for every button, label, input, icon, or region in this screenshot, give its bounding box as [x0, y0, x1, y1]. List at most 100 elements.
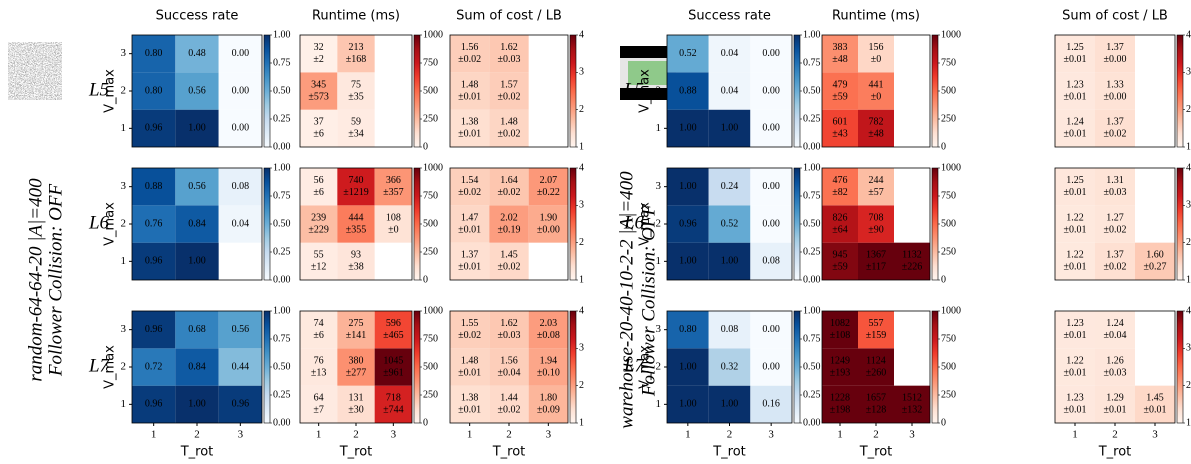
colorbar [794, 168, 800, 280]
cell-error: ±48 [868, 129, 884, 140]
cell-value: 1.57 [500, 79, 518, 90]
cell-value: 1.80 [540, 393, 558, 404]
cell-error: ±0.22 [537, 187, 560, 198]
cell-value: 1.00 [679, 123, 697, 134]
cell-value: 1045 [383, 355, 403, 366]
colorbar [414, 168, 420, 280]
cell-error: ±260 [866, 367, 887, 378]
colorbar-tick-label: 0 [941, 141, 946, 152]
x-tick-label: 2 [506, 429, 512, 441]
cell-error: ±0.03 [498, 330, 521, 341]
cell-value: 0.08 [721, 324, 739, 335]
cell-value: 1.00 [679, 256, 697, 267]
colorbar-tick-label: 0 [423, 274, 428, 285]
colorbar-tick-label: 500 [423, 85, 438, 96]
colorbar-tick-label: 1 [1186, 274, 1191, 285]
cell-error: ±0.01 [1064, 91, 1087, 102]
cell-value: 213 [349, 42, 364, 53]
cell-value: 0.68 [188, 324, 206, 335]
cell-error: ±141 [346, 330, 367, 341]
cell-error: ±0.01 [1064, 187, 1087, 198]
cell-value: 782 [869, 117, 884, 128]
cell-error: ±0.00 [1104, 91, 1127, 102]
y-axis-label: V_max [103, 69, 118, 113]
colorbar-tick-label: 0.25 [273, 113, 291, 124]
cell-error: ±59 [832, 262, 848, 273]
cell-error: ±357 [383, 187, 404, 198]
colorbar-tick-label: 250 [423, 389, 438, 400]
cell-value: 0.08 [232, 181, 250, 192]
cell-value: 1.24 [1106, 318, 1124, 329]
cell-value: 0.88 [679, 85, 697, 96]
cell-value: 131 [349, 393, 364, 404]
x-axis-label: T_rot [339, 445, 373, 460]
cell-value: 441 [869, 79, 884, 90]
cell-value: 1.23 [1066, 393, 1084, 404]
cell-value: 1.48 [461, 355, 479, 366]
cell-error: ±6 [313, 129, 324, 140]
x-axis-label: T_rot [1098, 445, 1132, 460]
cell-value: 945 [833, 250, 848, 261]
cell-value: 0.00 [762, 48, 780, 59]
cell-error: ±132 [902, 405, 923, 416]
cell-error: ±0 [388, 224, 399, 235]
colorbar-tick-label: 0.75 [803, 57, 821, 68]
cell-value: 2.03 [540, 318, 558, 329]
cell-error: ±6 [313, 187, 324, 198]
x-axis-label: T_rot [492, 445, 526, 460]
cell-value: 1132 [902, 250, 922, 261]
cell-value: 1.48 [500, 117, 518, 128]
cell-value: 0.16 [762, 399, 780, 410]
cell-value: 1.29 [1106, 393, 1124, 404]
cell-value: 1.56 [500, 355, 518, 366]
colorbar-tick-label: 0.00 [803, 141, 821, 152]
cell-value: 1657 [866, 393, 886, 404]
cell-error: ±0.09 [537, 405, 560, 416]
cell-value: 0.52 [721, 218, 739, 229]
cell-value: 108 [386, 212, 401, 223]
map-name: random-64-64-20 |A|=400 [25, 178, 46, 382]
cell-value: 0.00 [762, 324, 780, 335]
y-tick-label: 3 [656, 180, 662, 192]
cell-value: 1367 [866, 250, 886, 261]
page: random-64-64-20 |A|=400Follower Collisio… [0, 0, 1191, 464]
colorbar-tick-label: 1000 [423, 162, 443, 173]
colorbar-tick-label: 0.50 [273, 85, 291, 96]
y-tick-label: 1 [656, 122, 662, 134]
cell-value: 76 [314, 355, 324, 366]
cell-error: ±465 [383, 330, 404, 341]
x-tick-label: 3 [238, 429, 244, 441]
colorbar-tick-label: 4 [579, 29, 584, 40]
cell-error: ±159 [866, 330, 887, 341]
cell-error: ±0.02 [458, 330, 481, 341]
colorbar-tick-label: 1.00 [273, 305, 291, 316]
cell-value: 1.37 [1106, 117, 1124, 128]
cell-value: 0.96 [145, 123, 163, 134]
cell-value: 275 [349, 318, 364, 329]
cell-value: 1.62 [500, 42, 518, 53]
colorbar-tick-label: 0.50 [803, 361, 821, 372]
cell-value: 0.80 [145, 48, 163, 59]
colorbar-tick-label: 0.25 [803, 246, 821, 257]
y-axis-label: V_max [103, 202, 118, 246]
cell-value: 444 [349, 212, 364, 223]
cell-value: 1.45 [500, 250, 518, 261]
y-tick-label: 3 [121, 323, 127, 335]
cell-value: 75 [351, 79, 361, 90]
cell-value: 1.24 [1066, 117, 1084, 128]
cell-error: ±573 [308, 91, 329, 102]
colorbar-tick-label: 3 [1186, 67, 1191, 78]
colorbar-tick-label: 0.00 [803, 274, 821, 285]
cell-value: 1.00 [679, 181, 697, 192]
cell-value: 1249 [830, 355, 850, 366]
colorbar-tick-label: 1 [579, 274, 584, 285]
colorbar [414, 35, 420, 147]
cell-value: 557 [869, 318, 884, 329]
cell-error: ±0.04 [1104, 330, 1127, 341]
cell-error: ±12 [311, 262, 327, 273]
x-tick-label: 1 [685, 429, 691, 441]
cell-error: ±0.01 [458, 91, 481, 102]
cell-error: ±198 [830, 405, 851, 416]
colorbar-tick-label: 0.50 [803, 218, 821, 229]
cell-error: ±0.02 [498, 262, 521, 273]
